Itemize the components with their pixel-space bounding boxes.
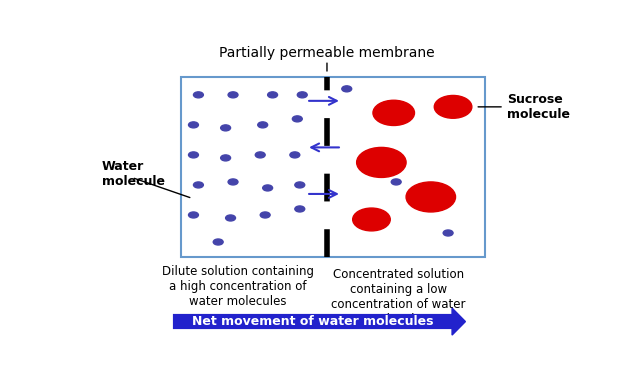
Text: Sucrose
molecule: Sucrose molecule [507, 93, 570, 121]
Circle shape [226, 215, 235, 221]
Text: Concentrated solution
containing a low
concentration of water
molecules: Concentrated solution containing a low c… [331, 268, 466, 326]
Circle shape [255, 152, 265, 158]
Circle shape [193, 92, 204, 98]
Circle shape [373, 100, 415, 126]
Circle shape [292, 116, 302, 122]
Bar [174, 315, 452, 328]
Text: Partially permeable membrane: Partially permeable membrane [219, 46, 434, 60]
Circle shape [221, 155, 230, 161]
Circle shape [353, 208, 390, 231]
Circle shape [221, 125, 230, 131]
Circle shape [263, 185, 272, 191]
Text: Water
molecule: Water molecule [102, 160, 165, 188]
Circle shape [228, 92, 238, 98]
Circle shape [189, 212, 198, 218]
Circle shape [193, 182, 204, 188]
Circle shape [369, 212, 379, 218]
Circle shape [213, 239, 223, 245]
Text: Dilute solution containing
a high concentration of
water molecules: Dilute solution containing a high concen… [162, 264, 314, 308]
Circle shape [391, 179, 401, 185]
Bar [181, 77, 486, 257]
Circle shape [297, 92, 308, 98]
Circle shape [295, 206, 305, 212]
Circle shape [443, 230, 453, 236]
Circle shape [434, 96, 472, 118]
Circle shape [295, 182, 305, 188]
Circle shape [228, 179, 238, 185]
Bar [174, 315, 452, 328]
Circle shape [189, 122, 198, 128]
Circle shape [260, 212, 270, 218]
Circle shape [342, 86, 352, 92]
Circle shape [357, 147, 406, 177]
Circle shape [189, 152, 198, 158]
Circle shape [406, 182, 456, 212]
Polygon shape [452, 308, 466, 335]
Circle shape [258, 122, 268, 128]
Circle shape [290, 152, 300, 158]
Text: Net movement of water molecules: Net movement of water molecules [192, 315, 434, 328]
Circle shape [268, 92, 278, 98]
